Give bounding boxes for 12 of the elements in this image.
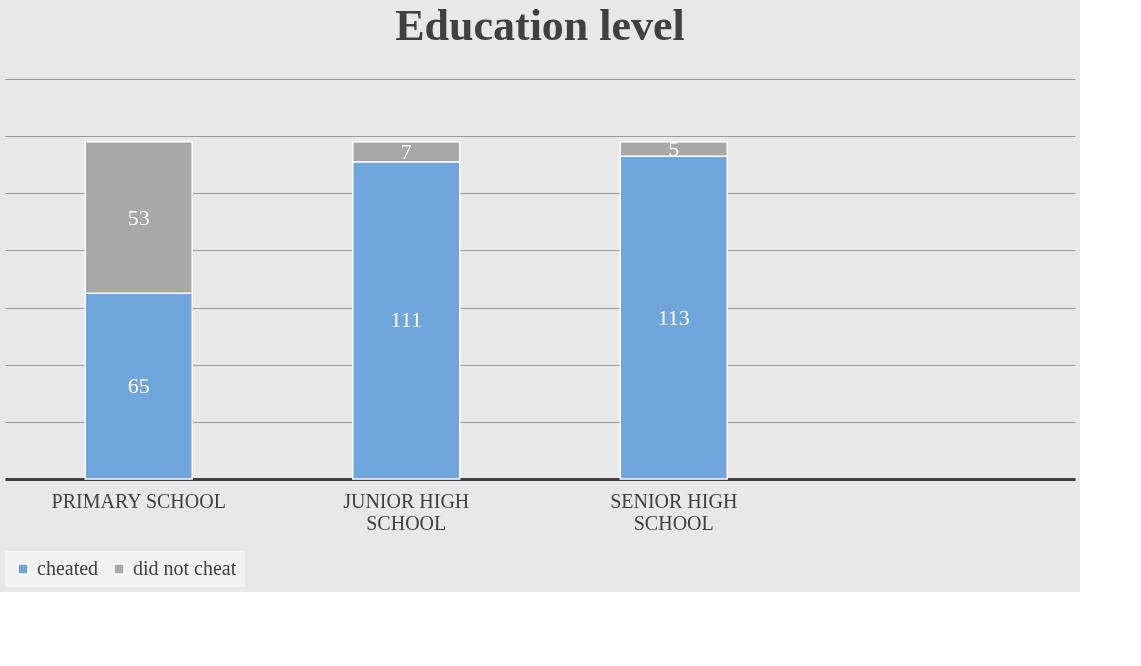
x-tick-label: SENIOR HIGH SCHOOL <box>610 489 738 534</box>
x-tick-label: JUNIOR HIGH SCHOOL <box>343 489 470 534</box>
legend-label: did not cheat <box>133 557 237 579</box>
data-label: 65 <box>127 373 150 399</box>
data-label: 53 <box>127 204 150 230</box>
data-label: 5 <box>668 136 680 161</box>
data-label: 7 <box>400 138 412 164</box>
legend-label: cheated <box>37 557 99 579</box>
chart-title: Education level <box>395 1 685 50</box>
x-tick-label: PRIMARY SCHOOL <box>51 489 226 512</box>
data-label: 113 <box>657 304 690 330</box>
data-label: 111 <box>390 307 422 333</box>
